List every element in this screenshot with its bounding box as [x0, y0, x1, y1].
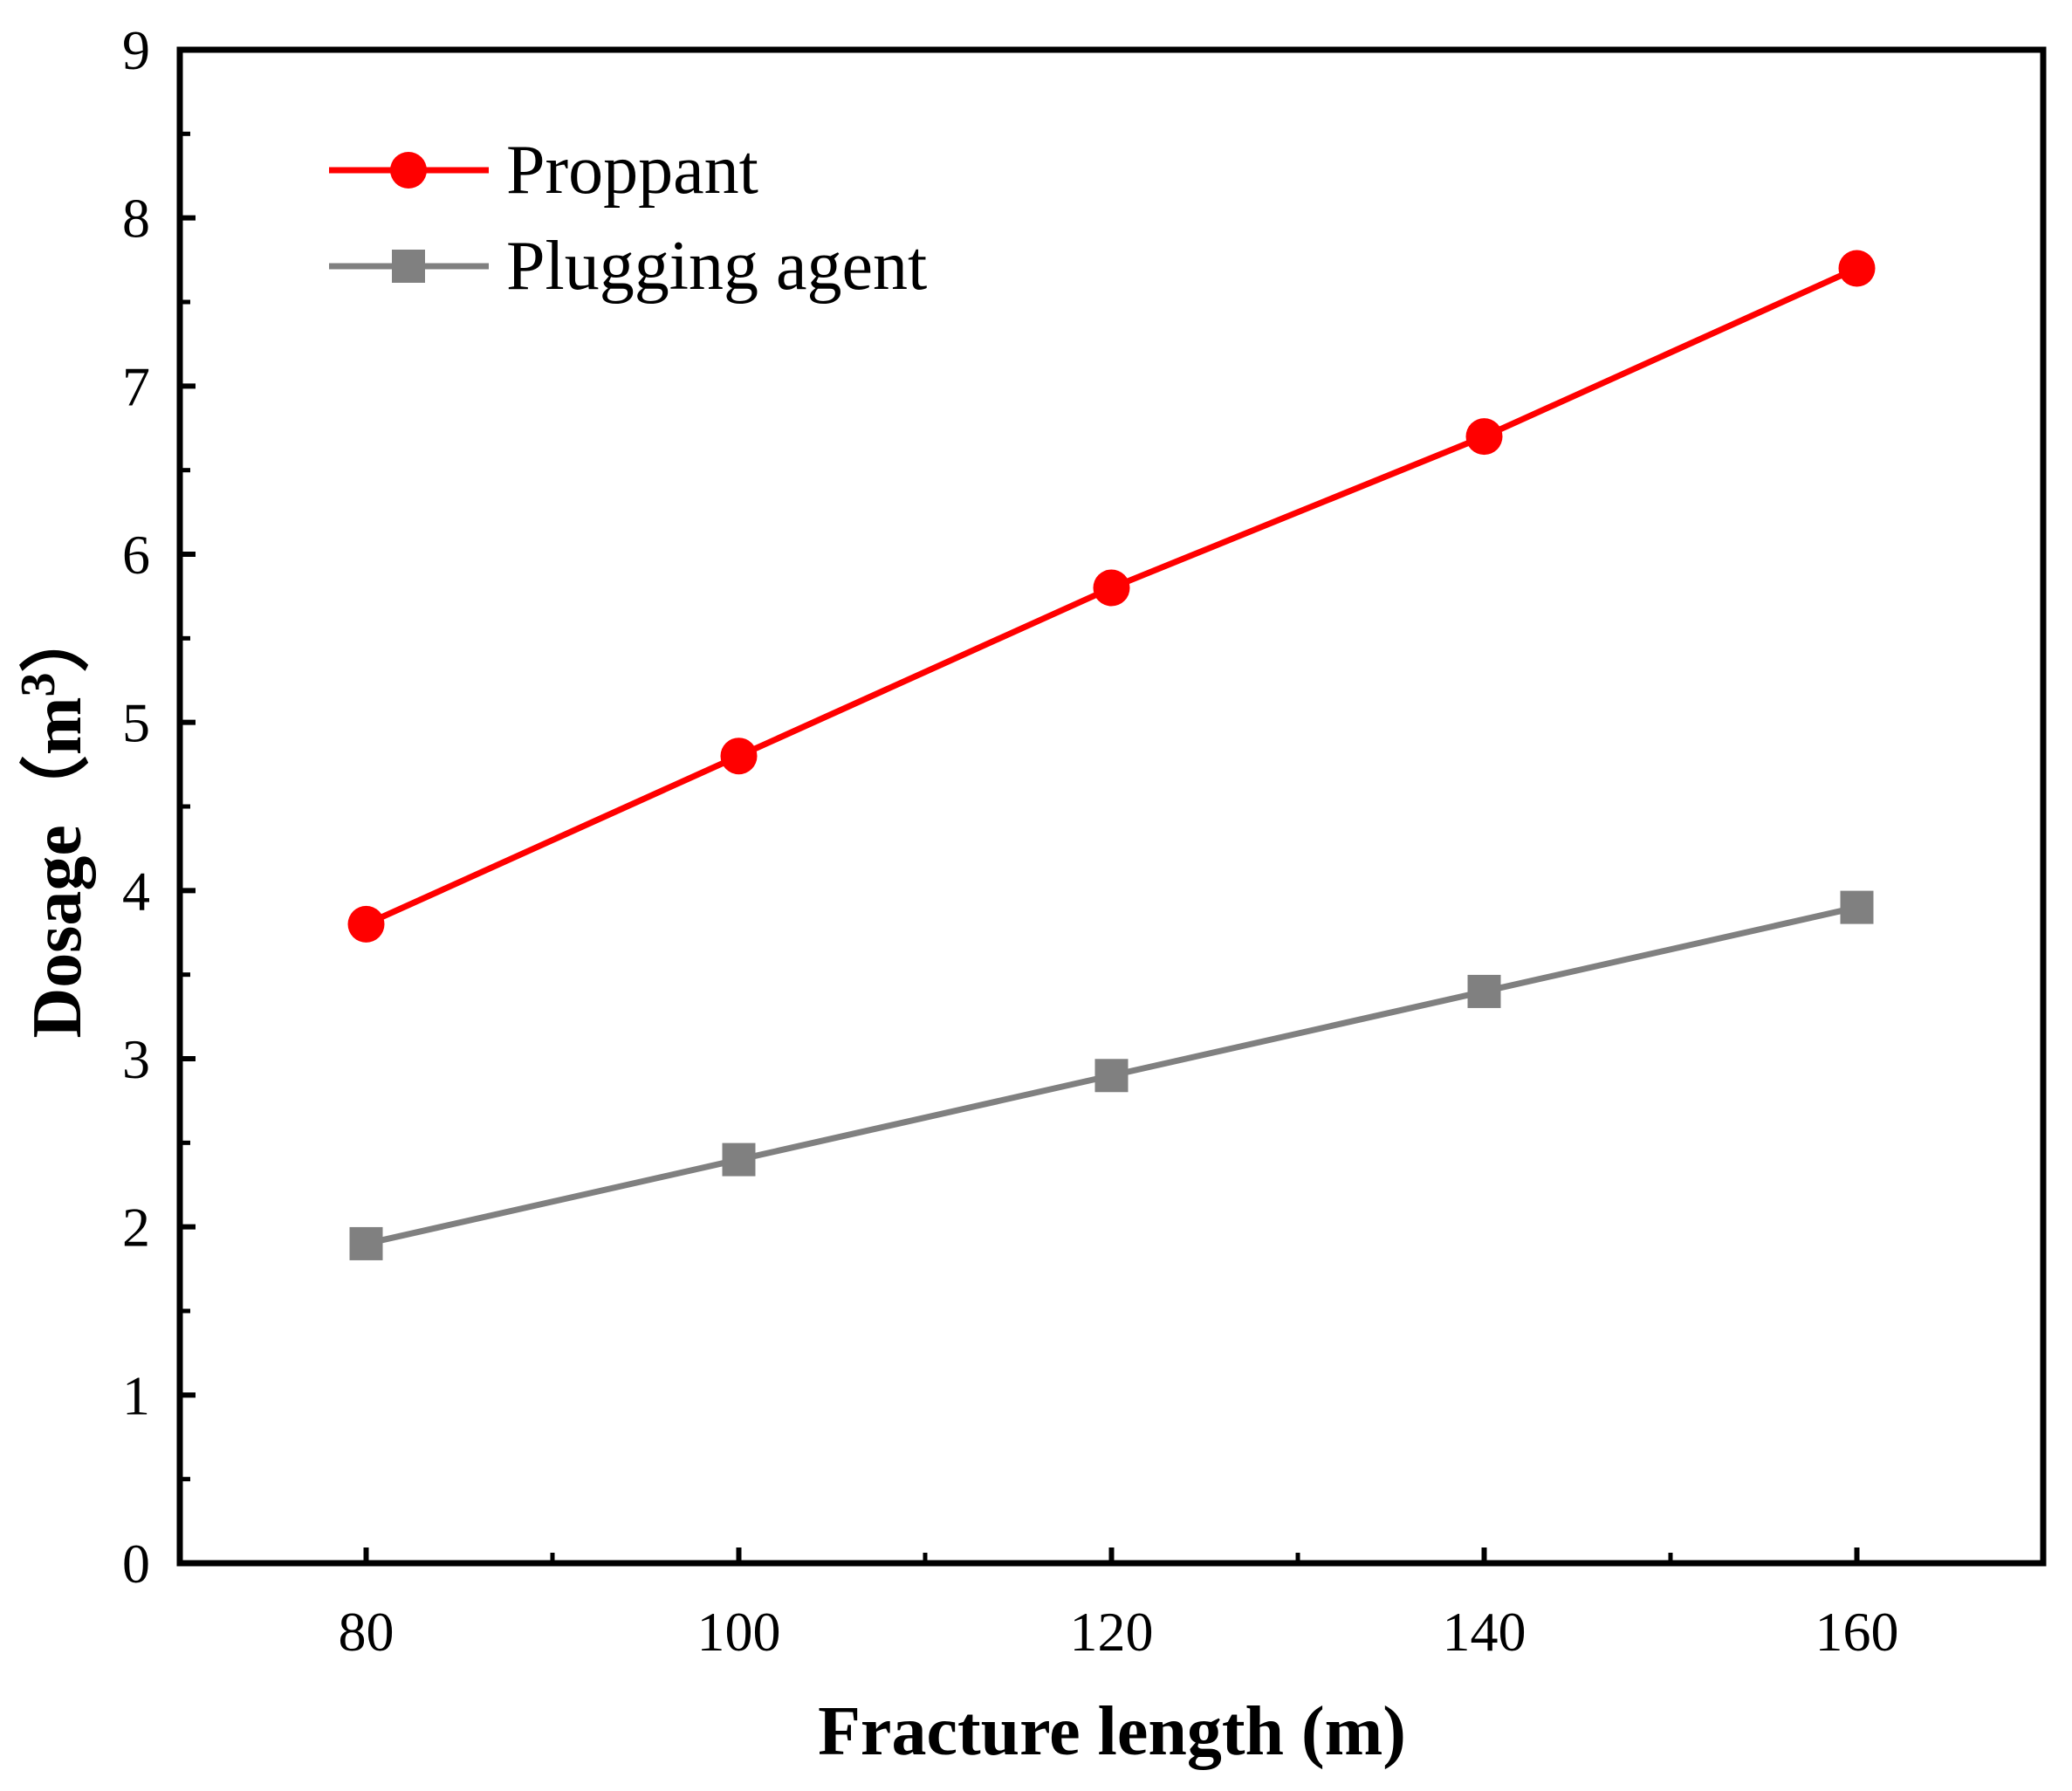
y-tick-label: 1 [122, 1364, 150, 1426]
y-axis-title: Dosage（m3） [11, 602, 96, 1038]
data-point [347, 905, 385, 943]
data-point [349, 1226, 383, 1260]
data-point [1467, 974, 1501, 1008]
y-tick-label: 7 [122, 355, 150, 417]
data-point [1465, 418, 1503, 456]
x-tick-label: 140 [1443, 1601, 1527, 1663]
x-axis-title: Fracture length (m) [818, 1693, 1406, 1770]
x-tick-label: 80 [339, 1601, 395, 1663]
legend-item: Plugging agent [329, 228, 927, 305]
legend-label: Proppant [506, 132, 758, 209]
legend: Proppant Plugging agent [329, 132, 927, 305]
data-point [1094, 1059, 1129, 1093]
legend-marker [392, 250, 425, 283]
y-tick-label: 8 [122, 188, 150, 250]
x-tick-label: 100 [697, 1601, 781, 1663]
legend-label: Plugging agent [506, 228, 927, 305]
data-point [722, 1143, 756, 1177]
data-point [1093, 569, 1130, 607]
legend-item: Proppant [329, 132, 758, 209]
y-axis-title-superscript: 3 [11, 672, 65, 696]
y-axis-title-main: Dosage（m [19, 696, 96, 1038]
data-point [720, 738, 758, 775]
series-proppant [347, 250, 1876, 943]
y-tick-label: 6 [122, 524, 150, 586]
data-point [1840, 890, 1874, 924]
x-tick-label: 120 [1070, 1601, 1154, 1663]
plot-frame [176, 46, 2047, 1567]
data-point [1838, 250, 1876, 287]
y-tick-label: 5 [122, 692, 150, 754]
y-axis-title-close: ） [19, 602, 96, 672]
y-tick-label: 9 [122, 19, 150, 81]
x-tick-label: 160 [1815, 1601, 1899, 1663]
y-tick-label: 2 [122, 1197, 150, 1259]
y-tick-label: 4 [122, 860, 150, 922]
y-tick-label: 0 [122, 1533, 150, 1595]
legend-marker [390, 152, 427, 189]
y-tick-label: 3 [122, 1028, 150, 1090]
series-plugging-agent [349, 890, 1874, 1260]
